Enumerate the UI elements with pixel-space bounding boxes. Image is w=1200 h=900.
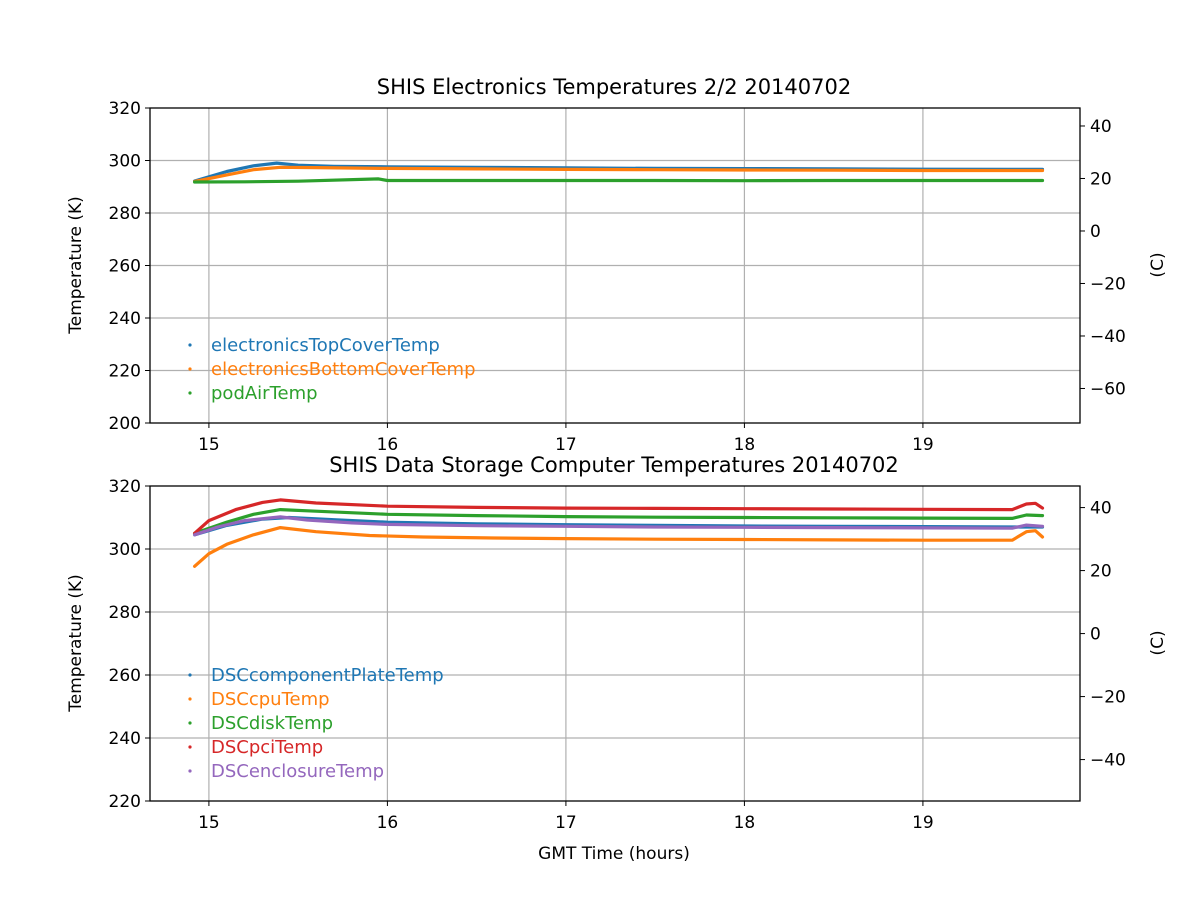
right-y-tick-label: −20	[1090, 688, 1126, 708]
series-line-DSCpciTemp	[193, 498, 1045, 535]
y-tick-label: 320	[109, 477, 141, 497]
legend-label: DSCpciTemp	[211, 737, 323, 758]
chart-dsc-temperatures: SHIS Data Storage Computer Temperatures …	[66, 453, 1168, 864]
y-tick-label: 220	[109, 792, 141, 812]
right-y-axis-label: (C)	[1148, 630, 1168, 655]
series-line-podAirTemp	[193, 177, 1045, 184]
x-tick-label: 18	[734, 435, 756, 455]
legend-label: DSCenclosureTemp	[211, 761, 384, 782]
x-tick-label: 18	[734, 813, 756, 833]
y-tick-label: 320	[109, 99, 141, 119]
y-tick-label: 280	[109, 603, 141, 623]
legend-marker	[188, 343, 192, 347]
ticks: 15 16 17 18 19200220240260280300320−60−40−20…	[109, 99, 1126, 455]
y-tick-label: 220	[109, 362, 141, 382]
series-line-DSCcpuTemp	[193, 525, 1045, 568]
legend-marker	[188, 745, 192, 749]
x-tick-label: 19	[912, 813, 934, 833]
chart-electronics-temperatures: SHIS Electronics Temperatures 2/2 201407…	[66, 75, 1168, 455]
legend: DSCcomponentPlateTemp DSCcpuTemp DSCdiskTe…	[188, 665, 444, 782]
y-tick-label: 200	[109, 414, 141, 434]
right-y-tick-label: 40	[1090, 117, 1112, 137]
chart-title: SHIS Electronics Temperatures 2/2 201407…	[377, 75, 851, 99]
legend-label: DSCcomponentPlateTemp	[211, 665, 444, 686]
chart-title: SHIS Data Storage Computer Temperatures …	[329, 453, 899, 477]
right-y-tick-label: 20	[1090, 562, 1112, 582]
axes-frame	[149, 485, 1081, 802]
plot-area	[193, 498, 1045, 568]
series-line-DSCdiskTemp	[193, 508, 1045, 535]
right-y-tick-label: 0	[1090, 625, 1101, 645]
right-y-tick-label: −40	[1090, 327, 1126, 347]
x-tick-label: 17	[555, 435, 577, 455]
right-y-tick-label: −40	[1090, 751, 1126, 771]
y-tick-label: 260	[109, 666, 141, 686]
legend-label: electronicsBottomCoverTemp	[211, 359, 476, 380]
legend-marker	[188, 367, 192, 371]
x-tick-label: 16	[377, 813, 399, 833]
legend-marker	[188, 391, 192, 395]
right-y-tick-label: −20	[1090, 274, 1126, 294]
x-tick-label: 15	[198, 813, 220, 833]
legend-label: electronicsTopCoverTemp	[211, 335, 440, 356]
legend-label: podAirTemp	[211, 383, 318, 404]
y-tick-label: 260	[109, 257, 141, 277]
y-axis-label: Temperature (K)	[66, 574, 86, 713]
y-tick-label: 240	[109, 729, 141, 749]
right-y-tick-label: 40	[1090, 499, 1112, 519]
legend-marker	[188, 697, 192, 701]
x-tick-label: 17	[555, 813, 577, 833]
series-line-electronicsBottomCoverTemp	[193, 165, 1045, 184]
legend-marker	[188, 673, 192, 677]
legend-marker	[188, 769, 192, 773]
legend-label: DSCcpuTemp	[211, 689, 330, 710]
x-axis-label: GMT Time (hours)	[538, 844, 690, 864]
right-y-axis-label: (C)	[1148, 252, 1168, 277]
y-axis-label: Temperature (K)	[66, 196, 86, 335]
x-tick-label: 16	[377, 435, 399, 455]
right-y-tick-label: 20	[1090, 169, 1112, 189]
right-y-tick-label: 0	[1090, 222, 1101, 242]
gridlines	[150, 108, 1080, 423]
y-tick-label: 240	[109, 309, 141, 329]
ticks: 15 16 17 18 19 220 240 260 280 300 320 −40 −20 0 20 40	[109, 477, 1126, 833]
y-tick-label: 280	[109, 204, 141, 224]
x-tick-label: 19	[912, 435, 934, 455]
legend-marker	[188, 721, 192, 725]
x-tick-label: 15	[198, 435, 220, 455]
legend: electronicsTopCoverTemp electronicsBottom…	[188, 335, 476, 404]
right-y-tick-label: −60	[1090, 379, 1126, 399]
legend-label: DSCdiskTemp	[211, 713, 333, 734]
plot-area	[193, 161, 1045, 184]
y-tick-label: 300	[109, 152, 141, 172]
series-line-DSCenclosureTemp	[193, 515, 1045, 537]
y-tick-label: 300	[109, 540, 141, 560]
